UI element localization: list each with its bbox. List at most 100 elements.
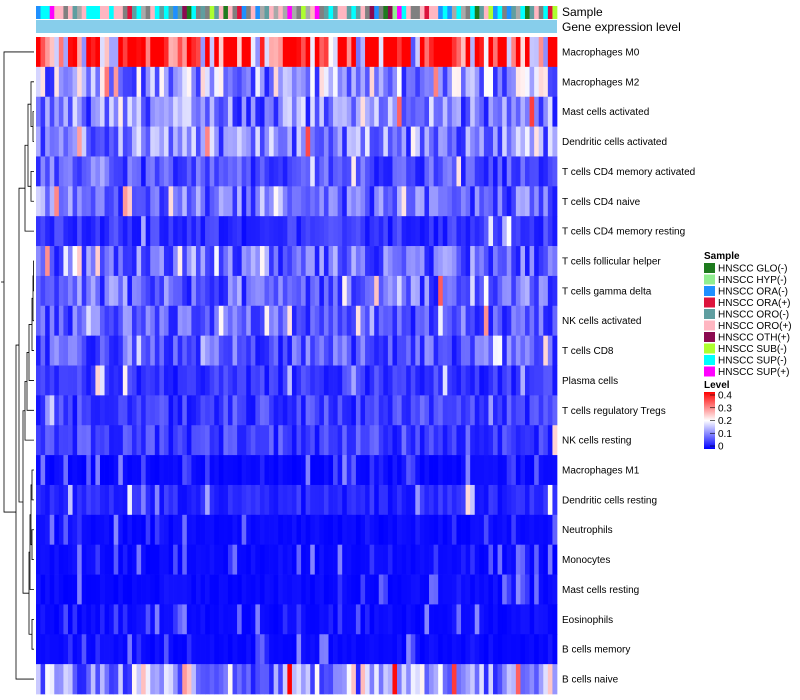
heatmap-cell — [360, 664, 366, 695]
heatmap-cell — [392, 455, 398, 486]
heatmap-cell — [291, 126, 297, 157]
heatmap-cell — [40, 365, 46, 396]
heatmap-cell — [401, 216, 407, 247]
heatmap-cell — [127, 365, 133, 396]
heatmap-cell — [328, 455, 334, 486]
heatmap-cell — [355, 156, 361, 187]
heatmap-cell — [305, 425, 311, 456]
heatmap-cell — [401, 634, 407, 665]
heatmap-cell — [127, 66, 133, 98]
heatmap-cell — [223, 186, 229, 217]
heatmap-cell — [141, 216, 147, 247]
heatmap-cell — [72, 216, 78, 247]
heatmap-cell — [447, 664, 453, 695]
heatmap-cell — [40, 305, 46, 336]
heatmap-cell — [136, 246, 142, 277]
heatmap-cell — [36, 275, 41, 307]
heatmap-cell — [191, 275, 197, 307]
heatmap-cell — [159, 126, 165, 157]
heatmap-cell — [36, 484, 41, 516]
heatmap-cell — [383, 604, 389, 635]
heatmap-cell — [90, 395, 96, 426]
heatmap-cell — [543, 216, 549, 247]
sample-annotation-cell — [195, 6, 201, 19]
heatmap-cell — [145, 425, 151, 456]
heatmap-cell — [342, 126, 348, 157]
heatmap-cell — [342, 96, 348, 127]
heatmap-cell — [438, 96, 444, 127]
heatmap-cell — [159, 365, 165, 396]
heatmap-cell — [387, 66, 393, 98]
heatmap-cell — [287, 574, 293, 605]
heatmap-cell — [474, 634, 480, 665]
heatmap-cell — [470, 66, 476, 98]
heatmap-cell — [511, 455, 517, 486]
heatmap-cell — [118, 275, 124, 307]
heatmap-cell — [314, 305, 320, 336]
dendrogram-branch — [30, 170, 34, 202]
heatmap-cell — [346, 365, 352, 396]
heatmap-cell — [419, 604, 425, 635]
heatmap-cell — [287, 66, 293, 98]
heatmap-cell — [552, 156, 558, 187]
heatmap-cell — [374, 455, 380, 486]
heatmap-cell — [264, 305, 270, 336]
heatmap-cell — [383, 544, 389, 575]
heatmap-cell — [323, 335, 329, 366]
sample-annotation-cell — [104, 6, 110, 19]
heatmap-cell — [163, 216, 169, 247]
heatmap-cell — [374, 664, 380, 695]
heatmap-cell — [77, 395, 83, 426]
heatmap-cell — [159, 664, 165, 695]
heatmap-cell — [200, 126, 206, 157]
heatmap-cell — [72, 335, 78, 366]
heatmap-cell — [67, 305, 73, 336]
heatmap-cell — [538, 246, 544, 277]
heatmap-cell — [410, 604, 416, 635]
heatmap-cell — [104, 395, 110, 426]
sample-legend-label: HNSCC ORO(-) — [718, 310, 789, 321]
sample-annotation-cell — [45, 6, 51, 19]
heatmap-cell — [186, 395, 192, 426]
heatmap-cell — [333, 305, 338, 336]
heatmap-cell — [90, 365, 96, 396]
heatmap-cell — [200, 186, 206, 217]
heatmap-cell — [177, 305, 183, 336]
heatmap-cell — [237, 365, 243, 396]
heatmap-cell — [113, 634, 119, 665]
heatmap-cell — [223, 335, 229, 366]
heatmap-cell — [232, 66, 238, 98]
heatmap-cell — [250, 514, 256, 546]
heatmap-cell — [424, 156, 430, 187]
heatmap-cell — [118, 484, 124, 516]
heatmap-cell — [337, 96, 343, 127]
heatmap-cell — [287, 425, 293, 456]
heatmap-cell — [191, 664, 197, 695]
heatmap-cell — [223, 365, 229, 396]
heatmap-cell — [95, 96, 101, 127]
row-label: Macrophages M1 — [562, 466, 640, 477]
heatmap-cell — [337, 305, 343, 336]
heatmap-cell — [451, 484, 457, 516]
heatmap-cell — [511, 574, 517, 605]
heatmap-cell — [195, 335, 201, 366]
sample-annotation-cell — [54, 6, 60, 19]
heatmap-cell — [319, 664, 325, 695]
heatmap-cell — [104, 126, 110, 157]
heatmap-cell — [525, 544, 530, 575]
heatmap-cell — [342, 425, 348, 456]
heatmap-cell — [447, 66, 453, 98]
heatmap-cell — [278, 66, 284, 98]
heatmap-cell — [241, 425, 247, 456]
heatmap-cell — [365, 96, 370, 127]
heatmap-cell — [456, 216, 462, 247]
heatmap-cell — [296, 365, 302, 396]
heatmap-cell — [168, 664, 174, 695]
heatmap-cell — [77, 335, 83, 366]
heatmap-cell — [461, 574, 466, 605]
heatmap-cell — [461, 544, 466, 575]
heatmap-cell — [118, 66, 124, 98]
heatmap-cell — [45, 305, 51, 336]
heatmap-cell — [483, 365, 489, 396]
heatmap-cell — [218, 66, 224, 98]
